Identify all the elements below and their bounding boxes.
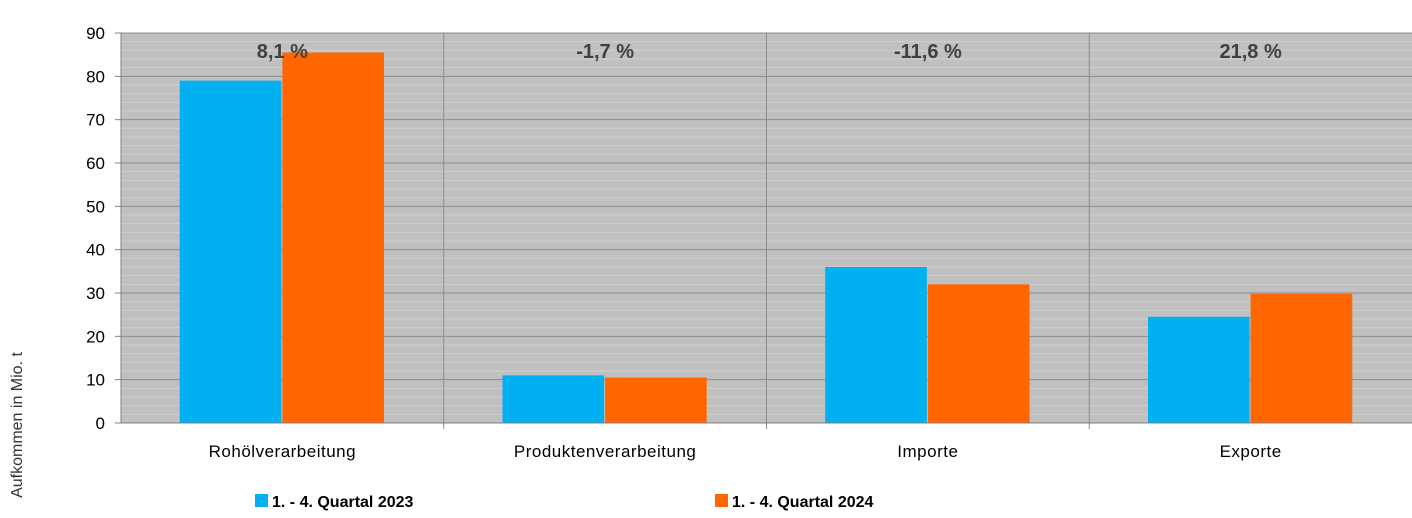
legend-swatch [715, 494, 728, 507]
y-tick-label: 60 [86, 154, 105, 173]
y-tick-label: 0 [96, 414, 105, 433]
x-tick-label: Rohölverarbeitung [209, 442, 356, 461]
x-axis-category-labels: Rohölverarbeitung Produktenverarbeitung Im… [209, 442, 1282, 461]
bars [179, 52, 1353, 424]
y-tick-label: 10 [86, 371, 105, 390]
y-axis-label: Aufkommen in Mio. t [9, 352, 26, 498]
bar [605, 377, 707, 423]
legend-label: 1. - 4. Quartal 2024 [732, 494, 874, 511]
x-tick-label: Produktenverarbeitung [514, 442, 697, 461]
bar [502, 375, 605, 423]
x-tick-label: Exporte [1220, 442, 1282, 461]
bar [1250, 293, 1353, 423]
y-tick-label: 20 [86, 327, 105, 346]
bar [1147, 316, 1250, 423]
bar [282, 52, 385, 423]
change-label: 21,8 % [1219, 41, 1281, 63]
category-dividers [443, 33, 1090, 429]
legend-swatch [255, 494, 268, 507]
bar [179, 80, 282, 424]
bar [825, 267, 927, 423]
y-axis-tick-labels: 0 10 20 30 40 50 60 70 80 90 [86, 24, 121, 433]
legend-label: 1. - 4. Quartal 2023 [272, 494, 414, 511]
x-tick-label: Importe [897, 442, 958, 461]
bar [927, 284, 1030, 423]
change-labels: 8,1 % -1,7 % -11,6 % 21,8 % [257, 41, 1282, 63]
change-label: -1,7 % [576, 41, 634, 63]
y-tick-label: 70 [86, 111, 105, 130]
y-tick-label: 50 [86, 197, 105, 216]
y-tick-label: 90 [86, 24, 105, 43]
legend: 1. - 4. Quartal 2023 1. - 4. Quartal 2024 [255, 494, 874, 511]
y-tick-label: 40 [86, 241, 105, 260]
y-tick-label: 80 [86, 67, 105, 86]
change-label: -11,6 % [894, 41, 962, 63]
y-tick-label: 30 [86, 284, 105, 303]
change-label: 8,1 % [257, 41, 308, 63]
